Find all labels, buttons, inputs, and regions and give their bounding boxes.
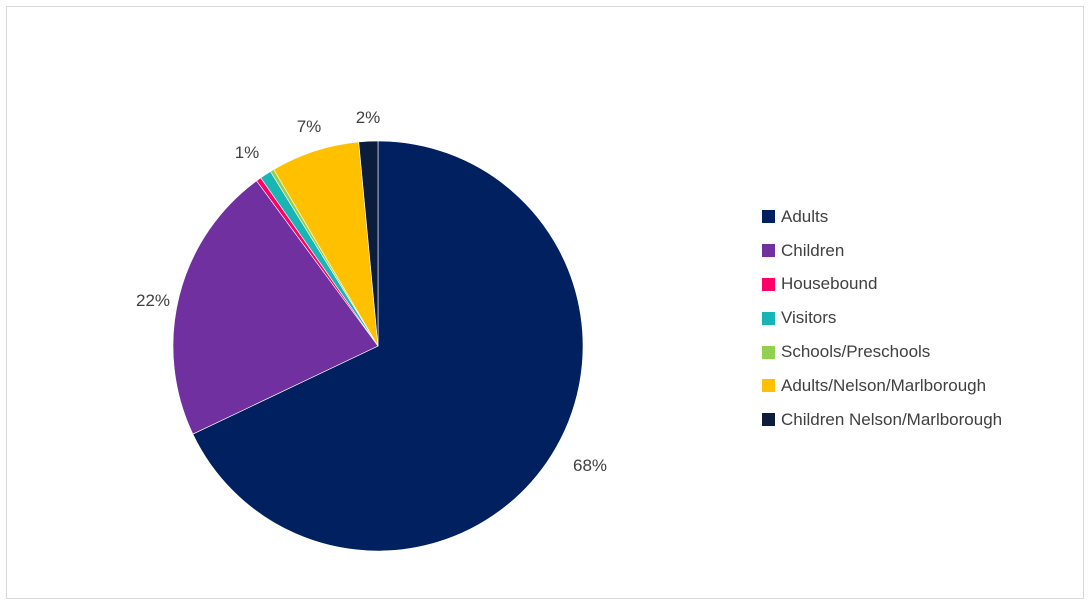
legend-swatch <box>762 210 775 224</box>
legend-item-adults: Adults <box>762 200 1002 234</box>
legend-swatch <box>762 345 775 359</box>
legend-swatch <box>762 379 775 393</box>
chart-area: 68% 22% 1% 7% 2% <box>6 6 1084 599</box>
legend-item-schools-preschools: Schools/Preschools <box>762 335 1002 369</box>
legend-item-children-nelson-marlborough: Children Nelson/Marlborough <box>762 403 1002 437</box>
pie-slice-children-nelson-marlborough <box>358 140 379 347</box>
legend-swatch <box>762 413 775 427</box>
legend-item-children: Children <box>762 234 1002 268</box>
legend: Adults Children Housebound Visitors Schools/… <box>762 200 1002 437</box>
legend-label: Housebound <box>781 274 878 294</box>
legend-swatch <box>762 244 775 258</box>
legend-label: Adults <box>781 206 829 226</box>
legend-label: Visitors <box>781 308 837 328</box>
data-label-adults-nelson-marlborough: 7% <box>297 117 322 136</box>
legend-swatch <box>762 311 775 325</box>
pie-chart: 68% 22% 1% 7% 2% <box>136 108 607 552</box>
data-label-children: 22% <box>136 291 170 310</box>
legend-label: Adults/Nelson/Marlborough <box>781 375 987 395</box>
legend-label: Children Nelson/Marlborough <box>781 409 1003 429</box>
legend-item-visitors: Visitors <box>762 301 1002 335</box>
pie-slice-adults <box>192 140 584 552</box>
legend-label: Schools/Preschools <box>781 342 931 362</box>
pie-slice-children <box>172 180 379 435</box>
legend-swatch <box>762 277 775 291</box>
data-label-children-nelson-marlborough: 2% <box>356 108 381 127</box>
data-label-visitors: 1% <box>235 143 260 162</box>
legend-item-housebound: Housebound <box>762 268 1002 302</box>
data-label-adults: 68% <box>573 456 607 475</box>
legend-label: Children <box>781 240 845 260</box>
legend-item-adults-nelson-marlborough: Adults/Nelson/Marlborough <box>762 369 1002 403</box>
